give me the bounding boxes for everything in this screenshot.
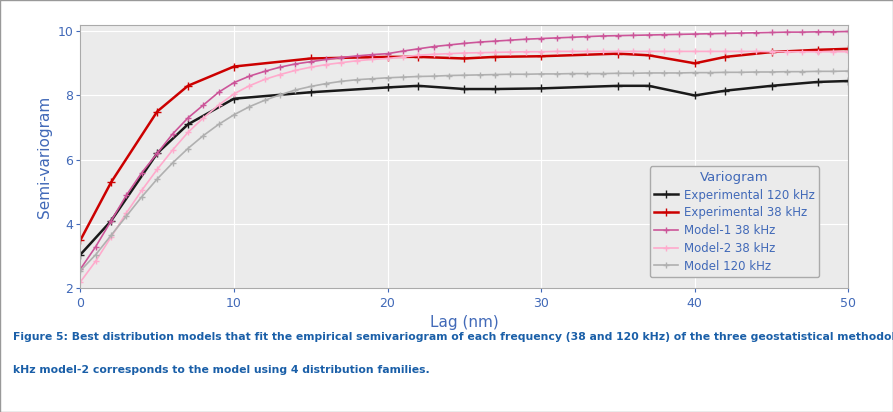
Model 120 kHz [828,69,839,74]
Experimental 120 kHz [152,151,163,156]
Model-1 38 kHz [828,29,839,34]
Text: Figure 5: Best distribution models that fit the empirical semivariogram of each : Figure 5: Best distribution models that … [13,332,893,342]
Model 120 kHz [321,81,331,86]
Model-2 38 kHz [843,49,854,54]
Experimental 38 kHz [643,53,654,58]
Model-1 38 kHz [582,34,593,39]
Model-2 38 kHz [244,83,255,88]
Experimental 120 kHz [720,88,730,93]
Model 120 kHz [628,71,638,76]
Experimental 38 kHz [613,51,623,56]
Y-axis label: Semi-variogram: Semi-variogram [37,96,52,218]
Model-2 38 kHz [828,49,839,54]
Model 120 kHz [305,84,316,89]
Line: Experimental 38 kHz: Experimental 38 kHz [76,44,853,244]
Model-1 38 kHz [75,267,86,272]
X-axis label: Lag (nm): Lag (nm) [430,315,498,330]
Experimental 38 kHz [305,56,316,61]
Experimental 120 kHz [813,80,823,84]
Experimental 38 kHz [75,238,86,243]
Text: kHz model-2 corresponds to the model using 4 distribution families.: kHz model-2 corresponds to the model usi… [13,365,430,375]
Experimental 38 kHz [813,47,823,52]
Model-2 38 kHz [75,279,86,284]
Experimental 38 kHz [182,83,193,88]
Experimental 38 kHz [766,49,777,54]
Experimental 38 kHz [459,56,470,61]
Experimental 38 kHz [413,54,423,59]
Line: Experimental 120 kHz: Experimental 120 kHz [76,77,853,259]
Experimental 38 kHz [152,109,163,114]
Model 120 kHz [244,104,255,109]
Experimental 120 kHz [489,87,500,91]
Experimental 120 kHz [536,86,547,91]
Model-1 38 kHz [843,29,854,34]
Experimental 120 kHz [413,83,423,88]
Model 120 kHz [75,268,86,273]
Experimental 38 kHz [689,61,700,66]
Model-2 38 kHz [551,49,562,54]
Model-2 38 kHz [597,49,608,54]
Model 120 kHz [843,68,854,73]
Experimental 120 kHz [613,83,623,88]
Model-1 38 kHz [244,74,255,79]
Experimental 120 kHz [766,83,777,88]
Legend: Experimental 120 kHz, Experimental 38 kHz, Model-1 38 kHz, Model-2 38 kHz, Model: Experimental 120 kHz, Experimental 38 kH… [649,166,820,277]
Model-1 38 kHz [305,59,316,64]
Experimental 120 kHz [459,87,470,91]
Line: Model 120 kHz: Model 120 kHz [78,68,851,274]
Experimental 38 kHz [720,54,730,59]
Experimental 120 kHz [382,85,393,90]
Experimental 38 kHz [229,64,239,69]
Model-2 38 kHz [643,49,654,54]
Model-2 38 kHz [305,65,316,70]
Experimental 38 kHz [382,54,393,59]
Experimental 120 kHz [843,79,854,84]
Experimental 120 kHz [75,252,86,257]
Experimental 120 kHz [182,122,193,127]
Model-1 38 kHz [321,57,331,62]
Experimental 38 kHz [843,47,854,52]
Model-1 38 kHz [628,33,638,38]
Experimental 38 kHz [536,54,547,59]
Line: Model-2 38 kHz: Model-2 38 kHz [78,49,851,285]
Model 120 kHz [582,71,593,76]
Experimental 120 kHz [643,83,654,88]
Experimental 120 kHz [305,90,316,95]
Experimental 38 kHz [489,54,500,59]
Experimental 120 kHz [689,93,700,98]
Experimental 38 kHz [105,180,116,185]
Experimental 120 kHz [229,96,239,101]
Experimental 120 kHz [105,218,116,223]
Line: Model-1 38 kHz: Model-1 38 kHz [78,29,851,272]
Model-2 38 kHz [321,62,331,67]
